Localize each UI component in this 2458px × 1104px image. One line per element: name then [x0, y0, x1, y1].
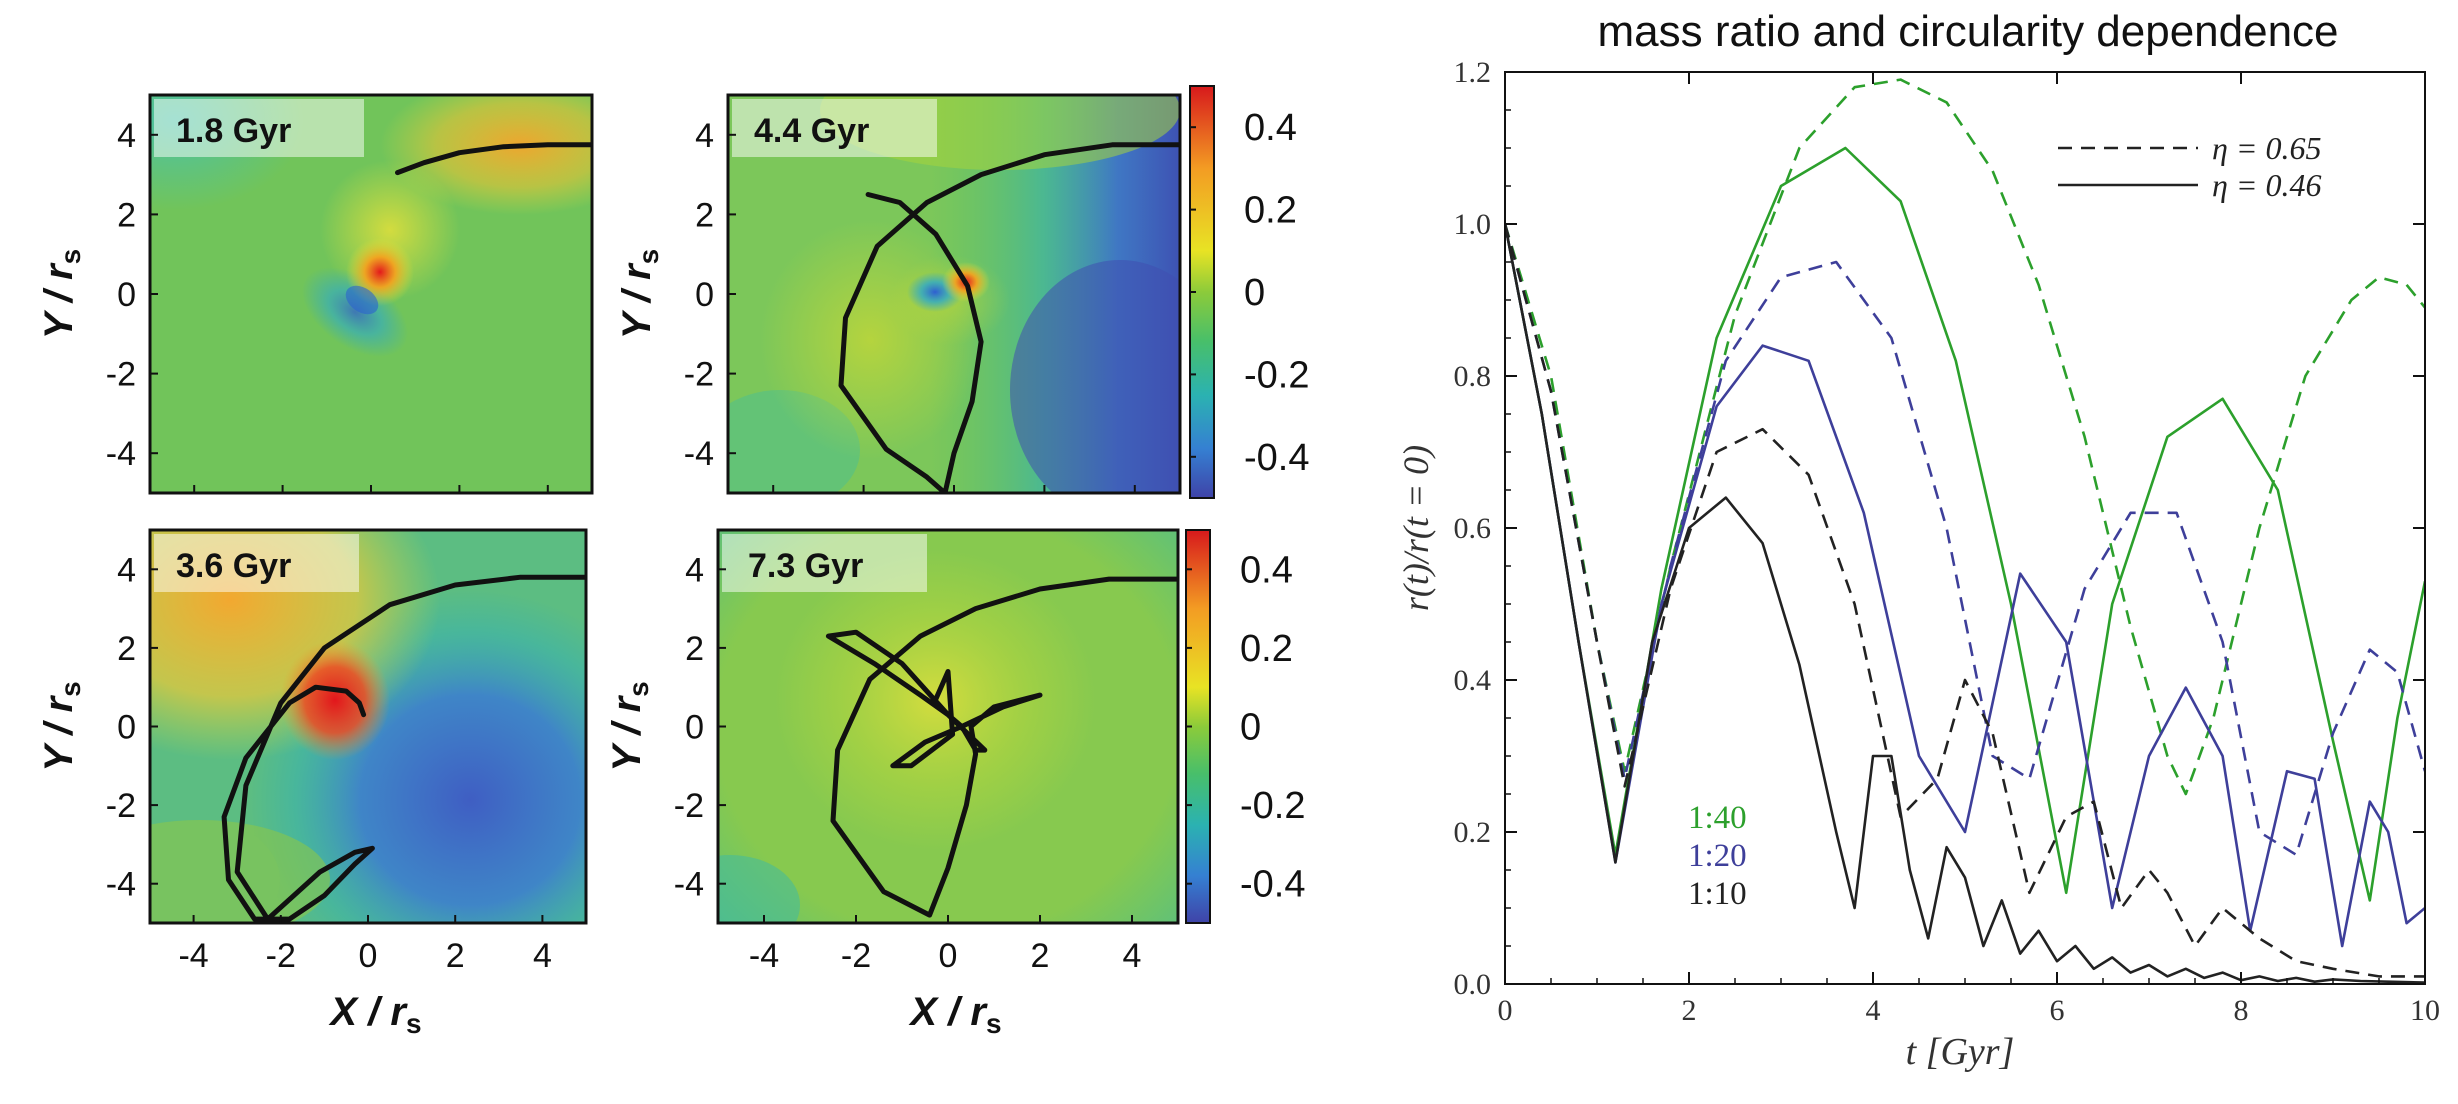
series-line [1505, 223, 2425, 948]
series-line [1505, 146, 2425, 902]
x-axis-label: X / rs [328, 990, 421, 1039]
orbit-track [221, 574, 586, 922]
y-tick-label: 2 [117, 630, 136, 668]
y-tick-label: -2 [674, 787, 704, 825]
time-label: 3.6 Gyr [176, 547, 291, 585]
svg-text:X / rs: X / rs [328, 990, 421, 1039]
orbit-track [838, 142, 1180, 493]
y-tick-label: 1.2 [1454, 56, 1492, 89]
colorbar-tick-label: -0.4 [1240, 864, 1305, 906]
y-tick-label: 4 [685, 551, 704, 589]
y-tick-label: 4 [117, 551, 136, 589]
y-tick-label: 4 [117, 117, 136, 155]
x-tick-label: 0 [359, 937, 378, 975]
x-tick-label: 4 [1866, 994, 1881, 1027]
svg-text:Y / rs: Y / rs [37, 681, 86, 771]
line-chart: mass ratio and circularity dependence 0 2… [1396, 7, 2440, 1073]
x-tick-label: 10 [2410, 994, 2440, 1027]
y-tick-label: 0.0 [1454, 968, 1492, 1001]
panel-4-4-gyr: 4.4 Gyr -4 -2 0 2 4 Y / rs [615, 93, 1182, 495]
colorbar-tick-label: -0.4 [1244, 437, 1309, 479]
orbit-track [395, 142, 592, 176]
time-label: 7.3 Gyr [748, 547, 863, 585]
mass-ratio-labels: 1:401:201:10 [1688, 800, 1747, 912]
x-tick-label: -4 [749, 937, 779, 975]
x-tick-label: 6 [2050, 994, 2065, 1027]
colorbar-tick-label: 0.4 [1240, 549, 1293, 591]
mass-ratio-label: 1:40 [1688, 800, 1747, 836]
chart-title: mass ratio and circularity dependence [1597, 7, 2338, 56]
y-tick-label: 0 [685, 709, 704, 747]
y-tick-label: -4 [106, 866, 136, 904]
colorbar-tick-label: -0.2 [1244, 354, 1309, 396]
series-line [1505, 223, 2425, 978]
colorbar-tick-label: 0 [1240, 707, 1261, 749]
x-tick-label: 2 [446, 937, 465, 975]
colorbar-tick-label: 0.2 [1244, 190, 1297, 232]
x-tick-label: 4 [533, 937, 552, 975]
x-tick-label: 0 [939, 937, 958, 975]
colorbar-tick-label: 0.4 [1244, 107, 1297, 149]
panel-1-8-gyr: 1.8 Gyr -4 -2 0 2 4 Y / rs [37, 93, 594, 495]
mass-ratio-label: 1:10 [1688, 876, 1747, 912]
time-label: 1.8 Gyr [176, 112, 291, 150]
y-tick-label: -4 [106, 435, 136, 473]
time-label: 4.4 Gyr [754, 112, 869, 150]
panel-7-3-gyr: 7.3 Gyr -4 -2 0 2 4 -4 -2 0 2 4 X / rs Y / rs [605, 528, 1180, 1039]
colorbar-tick-label: 0 [1244, 272, 1265, 314]
colorbar-top: 0.4 0.2 0 -0.2 -0.4 [1189, 85, 1309, 499]
legend-label: η = 0.65 [2212, 130, 2321, 166]
y-axis-label: Y / rs [615, 249, 664, 339]
colorbar-tick-label: 0.2 [1240, 628, 1293, 670]
svg-text:Y / rs: Y / rs [605, 681, 654, 771]
y-axis-label: Y / rs [605, 681, 654, 771]
y-tick-label: 2 [695, 196, 714, 234]
svg-text:Y / rs: Y / rs [37, 249, 86, 339]
panel-3-6-gyr: 3.6 Gyr -4 -2 0 2 4 -4 -2 0 2 4 X / rs Y / rs [37, 528, 588, 1039]
orbit-track [825, 576, 1178, 918]
y-tick-label: 0.8 [1454, 360, 1492, 393]
x-tick-label: 8 [2234, 994, 2249, 1027]
series-line [1505, 223, 2425, 984]
y-tick-label: -2 [106, 356, 136, 394]
legend: η = 0.65η = 0.46 [2058, 130, 2321, 203]
y-tick-label: 0.2 [1454, 816, 1492, 849]
y-tick-label: -2 [684, 356, 714, 394]
x-tick-label: 2 [1682, 994, 1697, 1027]
y-tick-label: 0.4 [1454, 664, 1492, 697]
x-tick-label: -4 [178, 937, 208, 975]
series-line [1505, 223, 2425, 857]
x-tick-label: -2 [841, 937, 871, 975]
y-axis-label: Y / rs [37, 681, 86, 771]
x-tick-label: -2 [266, 937, 296, 975]
x-tick-label: 4 [1123, 937, 1142, 975]
y-tick-label: 0 [117, 276, 136, 314]
legend-label: η = 0.46 [2212, 167, 2321, 203]
y-tick-label: -2 [106, 787, 136, 825]
x-tick-label: 2 [1031, 937, 1050, 975]
y-tick-label: -4 [684, 435, 714, 473]
y-tick-label: 0 [695, 276, 714, 314]
y-tick-label: -4 [674, 866, 704, 904]
colorbar-bottom: 0.4 0.2 0 -0.2 -0.4 [1185, 529, 1305, 924]
y-tick-label: 4 [695, 117, 714, 155]
y-tick-label: 2 [117, 196, 136, 234]
x-axis-label: t [Gyr] [1906, 1031, 2015, 1073]
mass-ratio-label: 1:20 [1688, 838, 1747, 874]
colorbar-tick-label: -0.2 [1240, 785, 1305, 827]
svg-text:X / rs: X / rs [908, 990, 1001, 1039]
y-tick-label: 0.6 [1454, 512, 1492, 545]
x-axis-label: X / rs [908, 990, 1001, 1039]
y-axis-label: Y / rs [37, 249, 86, 339]
x-tick-label: 0 [1498, 994, 1513, 1027]
y-tick-label: 0 [117, 709, 136, 747]
svg-text:Y / rs: Y / rs [615, 249, 664, 339]
y-axis-label: r(t)/r(t = 0) [1396, 445, 1436, 611]
y-tick-label: 1.0 [1454, 208, 1492, 241]
y-tick-label: 2 [685, 630, 704, 668]
